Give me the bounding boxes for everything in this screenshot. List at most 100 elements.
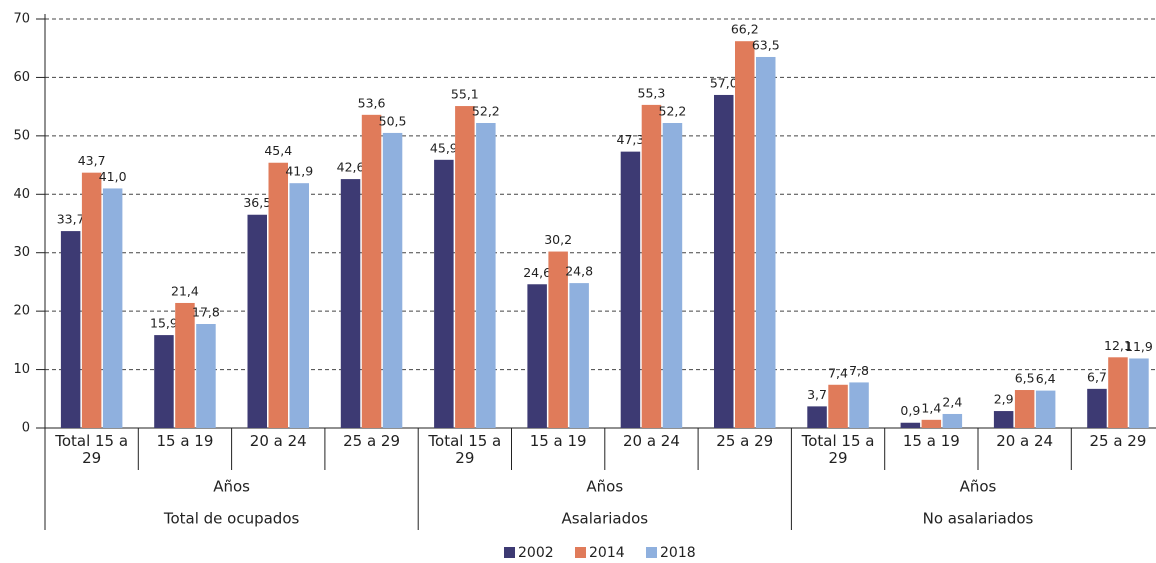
data-label: 55,3 [638,85,666,100]
bar [1108,357,1128,428]
bar [1014,390,1035,428]
bar [289,183,309,428]
x-tick-label: 15 a 19 [529,432,587,450]
group-label: Total de ocupados [163,510,300,528]
data-label: 52,2 [659,104,687,119]
data-label: 6,5 [1015,371,1035,386]
bar [641,104,662,428]
data-label: 24,8 [565,264,593,279]
bar [196,323,216,428]
bar [455,106,475,429]
data-label: 6,7 [1087,369,1107,384]
x-tick-label: Total 15 a 29 [801,432,875,467]
x-tick-label: 25 a 29 [716,432,774,450]
group-axis-label: Años [213,478,250,496]
bar [849,382,869,428]
data-label: 12,1 [1104,338,1132,353]
bar [1129,358,1149,428]
x-tick-label: 15 a 19 [902,432,960,450]
y-tick-label: 0 [22,421,30,436]
legend-label: 2014 [589,545,625,561]
data-label: 33,7 [57,212,85,227]
bar [476,123,496,428]
data-label: 6,4 [1036,371,1056,386]
bar [361,114,382,428]
y-tick-label: 70 [13,12,30,27]
data-label: 66,2 [731,22,759,37]
bar [735,41,755,429]
x-tick-label: 25 a 29 [1089,432,1147,450]
bar [756,56,776,428]
data-label: 63,5 [752,37,780,52]
y-tick-label: 30 [13,245,30,260]
group-label: No asalariados [923,510,1034,528]
y-tick-label: 60 [13,70,30,85]
bar [993,411,1014,428]
y-tick-label: 50 [13,128,30,143]
bar [548,251,568,428]
data-label: 11,9 [1125,339,1153,354]
bar [942,413,963,428]
bar [527,284,547,428]
data-label: 45,9 [430,140,458,155]
bar [175,302,195,428]
data-label: 7,8 [849,363,869,378]
legend-label: 2018 [660,545,696,561]
data-label: 1,4 [921,400,941,415]
bar [620,151,641,428]
y-tick-label: 40 [13,187,30,202]
bar [1087,388,1107,428]
bar [102,188,123,428]
bar [81,172,102,428]
y-tick-label: 10 [13,362,30,377]
bar [154,335,174,428]
legend-swatch [504,547,515,558]
data-label: 24,6 [523,265,551,280]
data-label: 50,5 [379,113,407,128]
x-tick-label: Total 15 a 29 [55,432,129,467]
bar [434,159,454,428]
data-label: 15,9 [150,316,178,331]
bar [382,132,403,428]
data-label: 41,0 [99,169,127,184]
data-label: 53,6 [358,95,386,110]
data-label: 30,2 [544,232,572,247]
bar [60,231,81,428]
data-label: 43,7 [78,153,106,168]
bar [828,384,848,428]
bar [268,162,288,428]
data-label: 36,5 [243,195,271,210]
bar [921,419,942,428]
x-tick-label: 15 a 19 [156,432,214,450]
bar [807,406,827,428]
data-label: 47,3 [617,132,645,147]
data-label: 7,4 [828,365,848,380]
group-axis-label: Años [586,478,623,496]
bar [569,283,589,428]
data-label: 0,9 [900,403,920,418]
x-tick-label: 20 a 24 [996,432,1054,450]
data-label: 3,7 [807,387,827,402]
data-label: 42,6 [337,160,365,175]
data-label: 17,8 [192,304,220,319]
data-label: 41,9 [285,164,313,179]
bar [247,214,267,428]
x-tick-label: 25 a 29 [343,432,400,450]
x-tick-label: 20 a 24 [622,432,680,450]
group-label: Asalariados [561,510,648,528]
legend-label: 2002 [518,545,554,561]
bar [1035,390,1056,428]
data-label: 2,9 [994,392,1014,407]
data-label: 45,4 [264,143,292,158]
data-label: 2,4 [942,394,962,409]
x-tick-label: 20 a 24 [249,432,307,450]
group-axis-label: Años [960,478,997,496]
data-label: 57,0 [710,75,738,90]
data-label: 55,1 [451,87,479,102]
data-label: 52,2 [472,104,500,119]
bar [900,422,921,428]
legend-swatch [646,547,657,558]
y-tick-label: 20 [13,304,30,319]
legend-swatch [575,547,586,558]
